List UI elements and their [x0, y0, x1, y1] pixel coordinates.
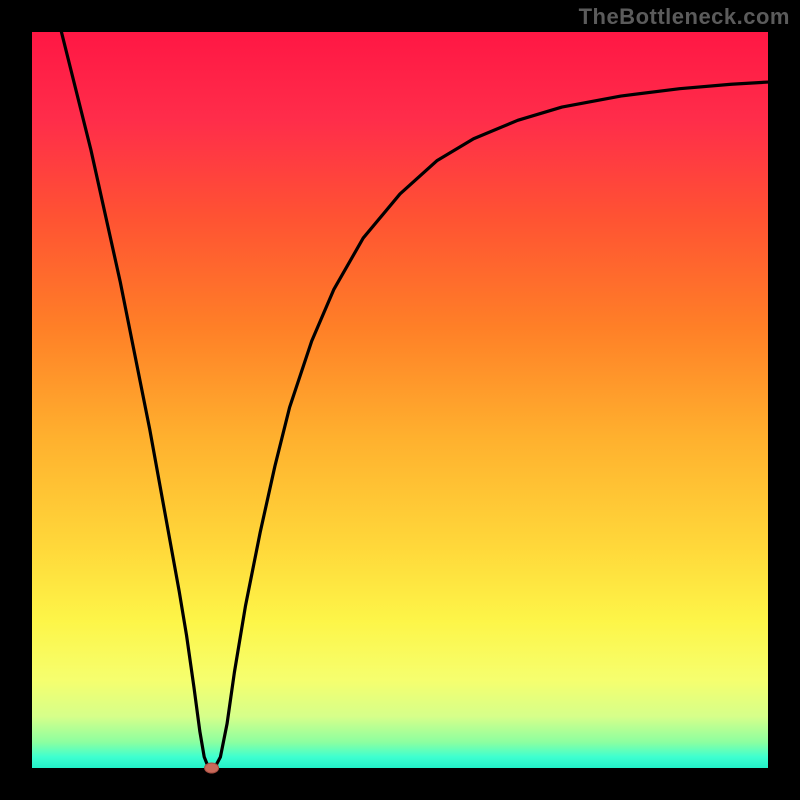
optimal-point-marker: [205, 763, 219, 773]
chart-container: TheBottleneck.com: [0, 0, 800, 800]
credit-watermark: TheBottleneck.com: [579, 4, 790, 30]
bottleneck-curve-chart: [0, 0, 800, 800]
